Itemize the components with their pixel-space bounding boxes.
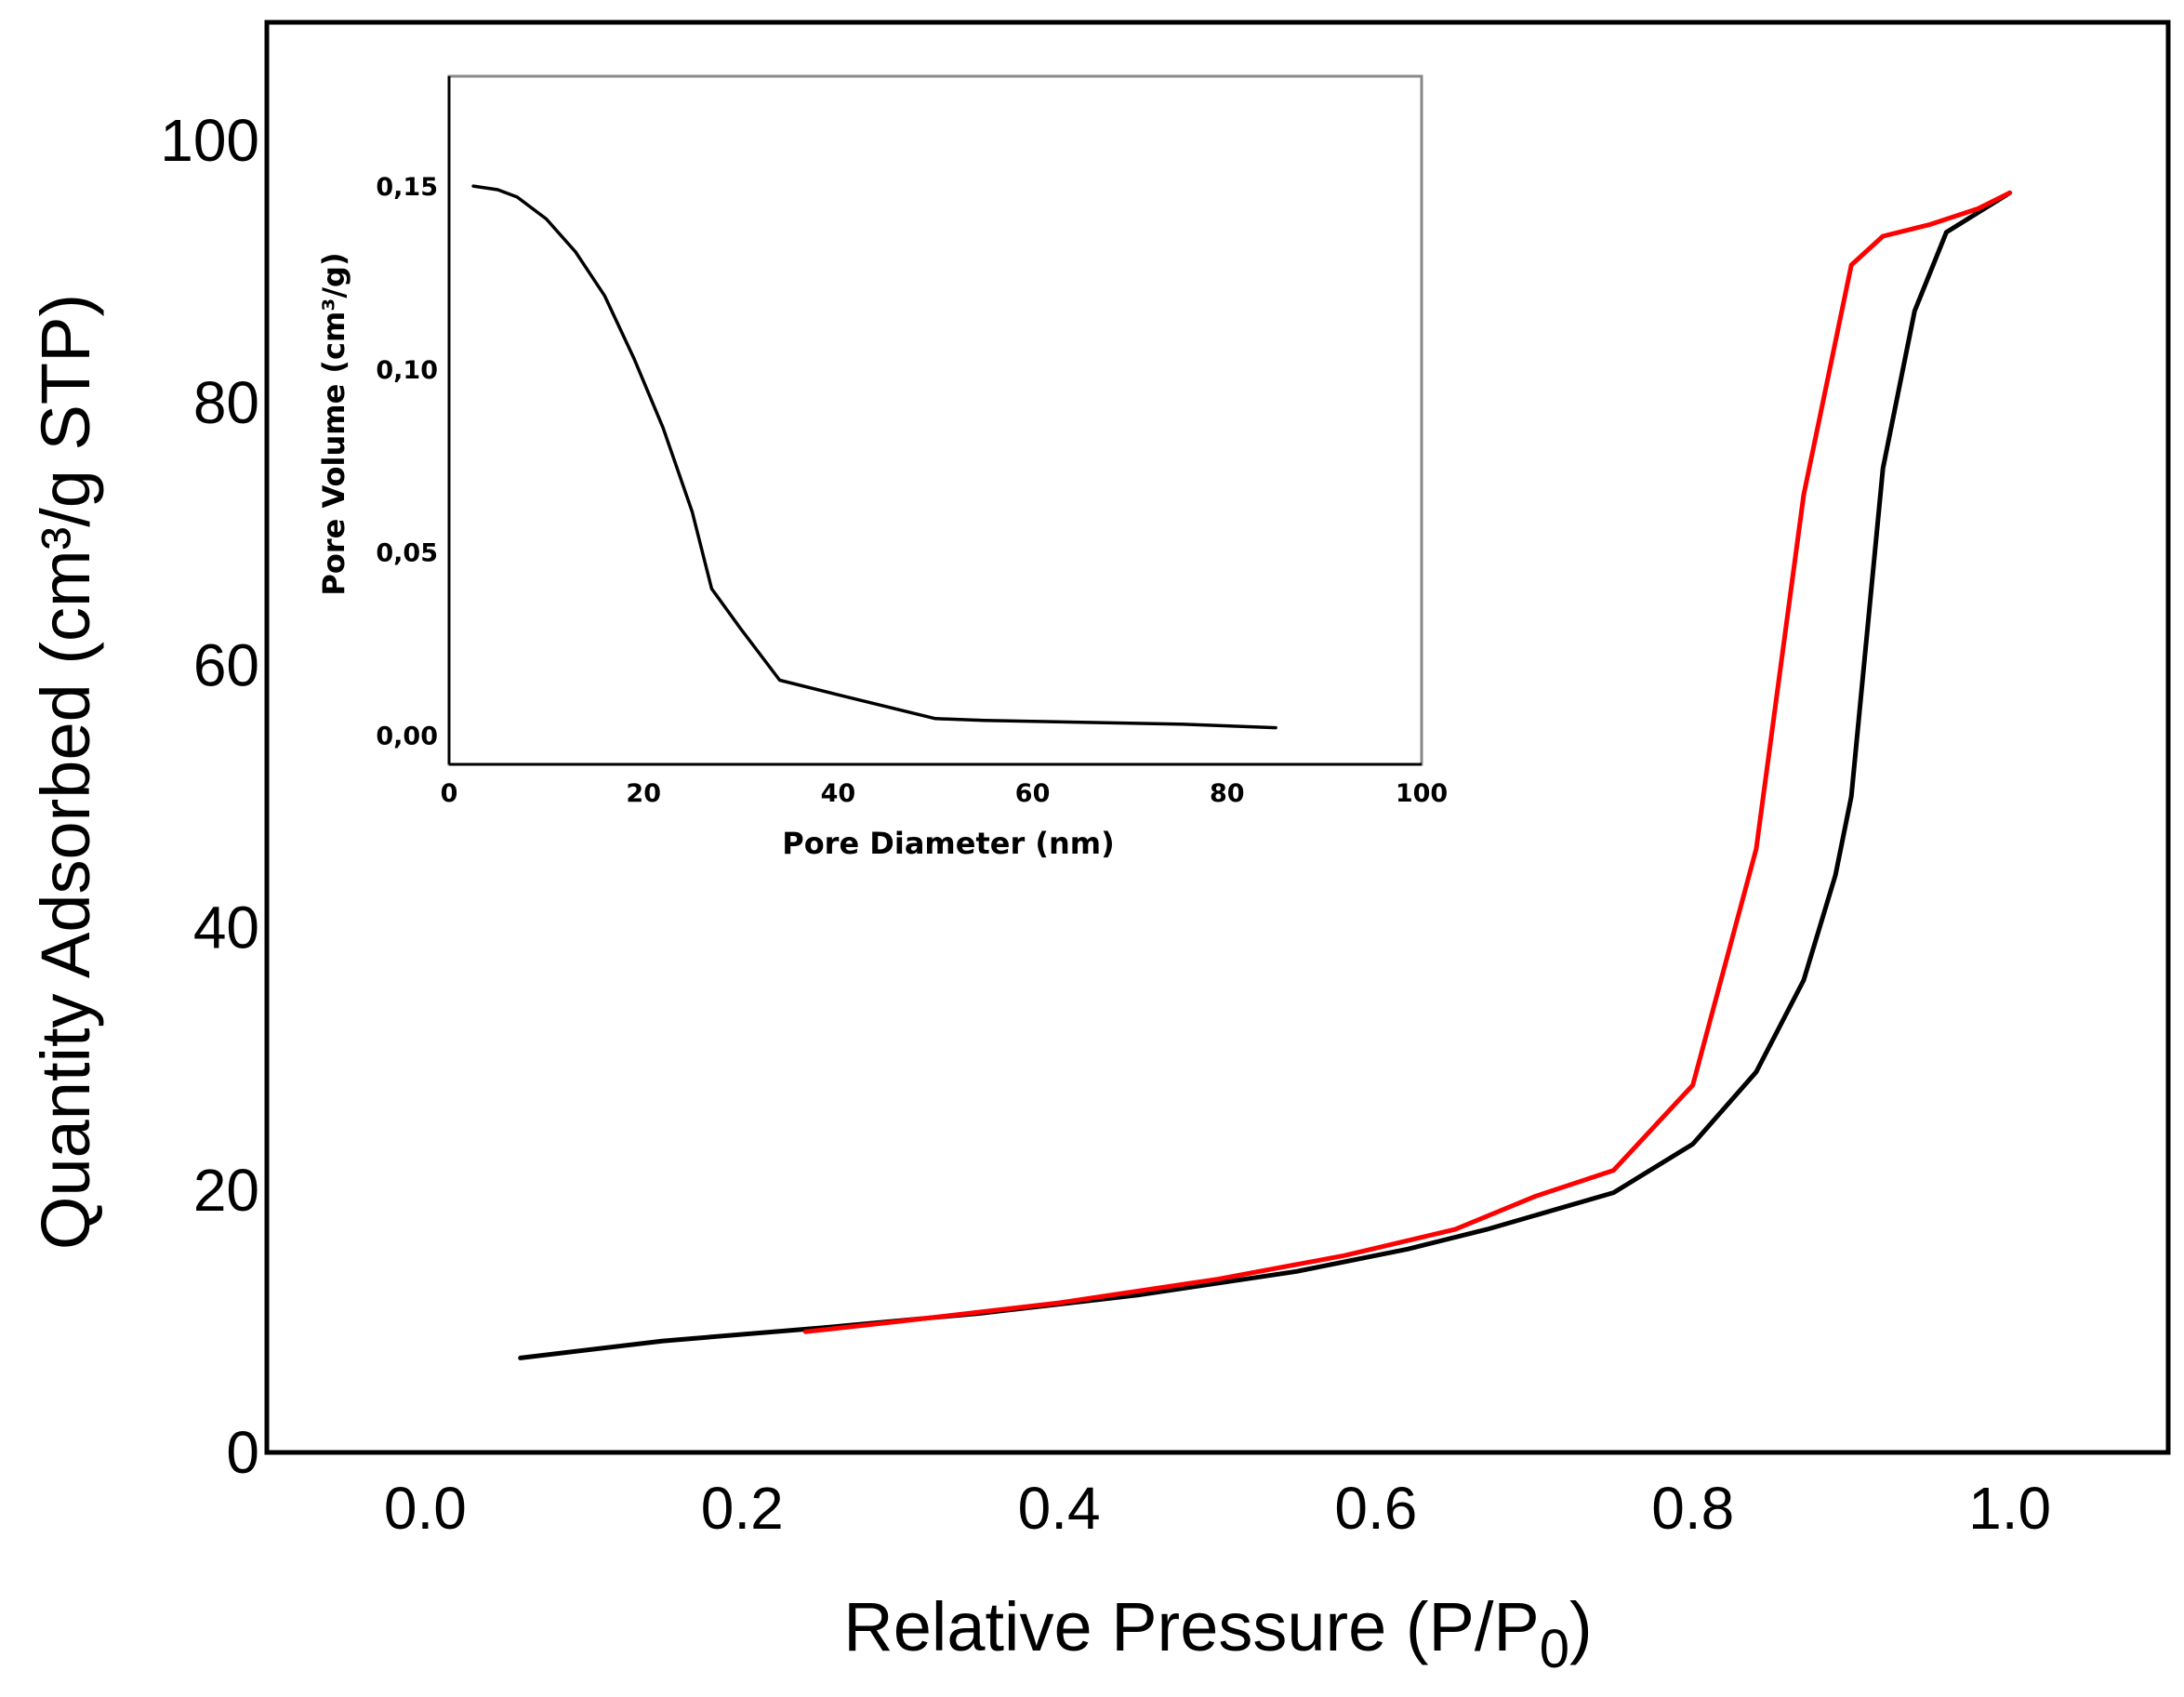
main-x-axis-label-close: )	[1569, 1588, 1593, 1665]
inset-y-axis-label: Pore Volume (cm³/g)	[316, 252, 351, 595]
inset-x-tick-labels: 0 20 40 60 80 100	[441, 779, 1449, 808]
inset-x-tick-label: 80	[1210, 779, 1245, 808]
main-series-desorption-line	[802, 190, 2013, 1334]
main-x-axis-label: Relative Pressure (P/P0)	[843, 1588, 1592, 1679]
main-y-axis-label: Quantity Adsorbed (cm³/g STP)	[27, 294, 104, 1250]
main-x-tick-label: 0.0	[384, 1475, 467, 1542]
inset-plot-frame	[447, 74, 1423, 766]
inset-x-tick-label: 40	[821, 779, 856, 808]
inset-y-tick-labels: 0,00 0,05 0,10 0,15	[376, 173, 438, 750]
main-series-adsorption-line	[518, 190, 2013, 1360]
inset-series-pore-volume-line	[471, 184, 1277, 730]
inset-x-tick-label: 100	[1396, 779, 1448, 808]
inset-series-lines	[471, 184, 1277, 730]
inset-y-tick-label: 0,10	[376, 356, 438, 385]
inset-y-tick-label: 0,05	[376, 539, 438, 568]
main-y-tick-label: 60	[193, 631, 259, 698]
main-x-tick-label: 0.6	[1334, 1475, 1417, 1542]
inset-x-tick-label: 60	[1015, 779, 1051, 808]
main-x-tick-labels: 0.0 0.2 0.4 0.6 0.8 1.0	[384, 1475, 2051, 1542]
main-x-axis-label-text: Relative Pressure (P/P	[843, 1588, 1540, 1665]
main-x-tick-label: 0.2	[701, 1475, 784, 1542]
main-y-tick-label: 20	[193, 1157, 259, 1224]
main-y-tick-label: 80	[193, 369, 259, 436]
inset-x-axis-label: Pore Diameter (nm)	[782, 826, 1115, 861]
main-y-tick-labels: 0 20 40 60 80 100	[160, 107, 259, 1486]
inset-y-tick-label: 0,00	[376, 723, 438, 751]
inset-x-tick-label: 0	[441, 779, 458, 808]
inset-y-tick-label: 0,15	[376, 173, 438, 202]
main-x-tick-label: 0.8	[1651, 1475, 1734, 1542]
main-y-tick-label: 100	[160, 107, 259, 174]
main-x-axis-label-subscript: 0	[1540, 1619, 1569, 1679]
main-y-tick-label: 40	[193, 895, 259, 961]
main-plot-frame	[264, 20, 2171, 1455]
inset-x-tick-label: 20	[626, 779, 661, 808]
main-series-lines	[518, 190, 2013, 1360]
main-x-tick-label: 0.4	[1018, 1475, 1101, 1542]
main-x-tick-label: 1.0	[1968, 1475, 2051, 1542]
main-y-tick-label: 0	[226, 1419, 259, 1486]
